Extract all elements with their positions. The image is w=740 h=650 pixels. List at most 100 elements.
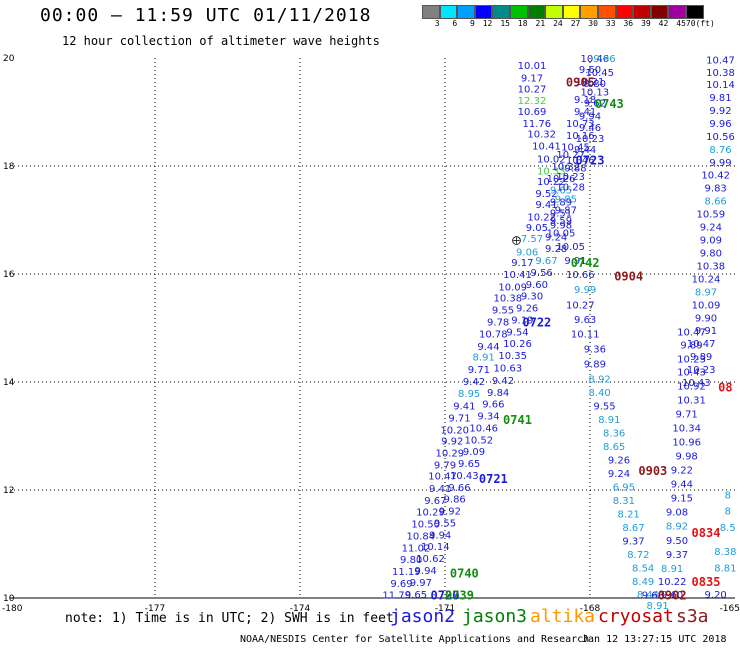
wave-height-value: 9.41: [535, 200, 557, 211]
wave-height-value: 9.65: [458, 459, 480, 470]
colorbar-swatch: [422, 5, 440, 19]
wave-height-value: 8.92: [589, 374, 611, 385]
pass-time-label: 0740: [450, 567, 479, 581]
wave-height-value: 8.76: [709, 145, 731, 156]
wave-height-value: 9.85: [555, 194, 577, 205]
wave-height-value: 10.35: [498, 351, 527, 362]
wave-height-value: 8.91: [647, 601, 669, 612]
wave-height-value: 9.60: [526, 280, 548, 291]
pass-time-label: 0902: [658, 588, 687, 602]
wave-height-value: 8.65: [603, 442, 625, 453]
wave-height-value: 9.05: [526, 223, 548, 234]
wave-height-value: 10.43: [682, 378, 711, 389]
wave-height-value: 10.27: [566, 300, 595, 311]
wave-height-value: 8.72: [627, 550, 649, 561]
wave-height-value: 9.69: [390, 579, 412, 590]
wave-height-value: 10.41: [503, 270, 532, 281]
wave-height-value: 10.05: [556, 242, 585, 253]
wave-height-value: 9.94: [429, 530, 451, 541]
wave-height-value: 10.63: [494, 364, 523, 375]
wave-height-value: 10.23: [576, 134, 605, 145]
credit-line: NOAA/NESDIS Center for Satellite Applica…: [240, 634, 590, 645]
colorbar-label: 15: [500, 19, 510, 28]
pass-time-label: 0904: [614, 270, 643, 284]
wave-height-value: 9.41: [453, 401, 475, 412]
wave-height-value: 8.38: [714, 547, 736, 558]
wave-height-value: 9.96: [593, 54, 615, 65]
chart-subtitle: 12 hour collection of altimeter wave hei…: [62, 34, 380, 48]
wave-height-value: 9.09: [700, 236, 722, 247]
wave-height-value: 9.37: [666, 550, 688, 561]
wave-height-value: 11.76: [523, 119, 552, 130]
colorbar-swatch: [668, 5, 686, 19]
pass-time-label: 0720: [431, 588, 460, 602]
wave-height-value: 12.32: [518, 96, 547, 107]
wave-height-value: 10.50: [411, 520, 440, 531]
wave-height-value: 10.96: [672, 437, 701, 448]
colorbar-swatch: [685, 5, 704, 19]
colorbar-label: 45: [676, 19, 686, 28]
wave-height-value: 10.34: [672, 423, 701, 434]
wave-height-value: 10.22: [527, 212, 556, 223]
wave-height-value: 8.5: [720, 523, 736, 534]
wave-height-value: 6.95: [613, 482, 635, 493]
wave-height-value: 9.42: [492, 376, 514, 387]
satellite-legend-s3a: s3a: [676, 606, 709, 627]
wave-height-value: 11.19: [392, 567, 421, 578]
wave-height-value: 10.45: [561, 143, 590, 154]
wave-height-value: 8.95: [458, 389, 480, 400]
wave-height-value: 9.52: [535, 189, 557, 200]
wave-height-value: 10.24: [692, 274, 721, 285]
pass-time-label: 0834: [692, 526, 721, 540]
wave-height-value: 10.20: [440, 426, 469, 437]
generated-timestamp: Jan 12 13:27:15 UTC 2018: [582, 634, 727, 645]
wave-height-value: 8.31: [613, 496, 635, 507]
wave-height-value: 9.26: [516, 304, 538, 315]
wave-height-value: 10.47: [677, 327, 706, 338]
colorbar-label: 36: [623, 19, 634, 28]
wave-height-value: 10.66: [566, 270, 595, 281]
wave-height-value: 8.54: [632, 563, 654, 574]
wave-height-value: 10.09: [692, 300, 721, 311]
wave-height-value: 9.89: [680, 340, 702, 351]
wave-height-value: 10.84: [407, 531, 436, 542]
axis-ticks: -180 -177 -174 -171 -168 -165 10 12 14 16 18 20: [2, 54, 740, 614]
wave-height-value: 9.71: [676, 409, 698, 420]
chart-title: 00:00 – 11:59 UTC 01/11/2018: [40, 5, 372, 26]
wave-height-value: 8.81: [714, 563, 736, 574]
colorbar-label: 70(ft): [685, 19, 715, 28]
wave-height-value: 10.47: [428, 472, 457, 483]
wave-height-value: 9.37: [622, 536, 644, 547]
wave-height-value: 9.44: [671, 480, 693, 491]
colorbar-label: 6: [452, 19, 458, 28]
wave-height-value: 9.89: [550, 198, 572, 209]
y-tick-label: 14: [3, 378, 15, 388]
wave-height-value: 9.09: [463, 447, 485, 458]
colorbar-swatch: [492, 5, 510, 19]
pass-time-label: 0903: [638, 464, 667, 478]
colorbar-label: 18: [517, 19, 528, 28]
wave-height-value: 8.92: [666, 522, 688, 533]
wave-height-value: 10.22: [658, 577, 687, 588]
pass-time-label: 0835: [692, 575, 721, 589]
wave-height-value: 8.97: [695, 287, 717, 298]
wave-height-value: 10.01: [518, 61, 547, 72]
wave-height-value: 10.14: [421, 542, 450, 553]
wave-height-value: 10.59: [697, 210, 726, 221]
wave-height-value: 10.41: [532, 142, 561, 153]
wave-height-value: 10.27: [556, 150, 585, 161]
wave-height-value: 9.20: [705, 590, 727, 601]
colorbar-swatch: [615, 5, 634, 19]
x-tick-label: -174: [290, 604, 311, 614]
wave-height-value: 11.79: [382, 590, 411, 601]
wave-height-value: 9.67: [424, 496, 446, 507]
wave-height-value: 9.65: [550, 185, 572, 196]
wave-height-value: 10.09: [498, 283, 527, 294]
wave-height-value: 9.26: [608, 455, 630, 466]
wave-height-value: 9.89: [584, 360, 606, 371]
wave-height-value: 9.60: [579, 65, 601, 76]
wave-height-value: 9.91: [695, 326, 717, 337]
wave-height-value: 9.50: [666, 536, 688, 547]
wave-height-value: 10.38: [494, 293, 523, 304]
